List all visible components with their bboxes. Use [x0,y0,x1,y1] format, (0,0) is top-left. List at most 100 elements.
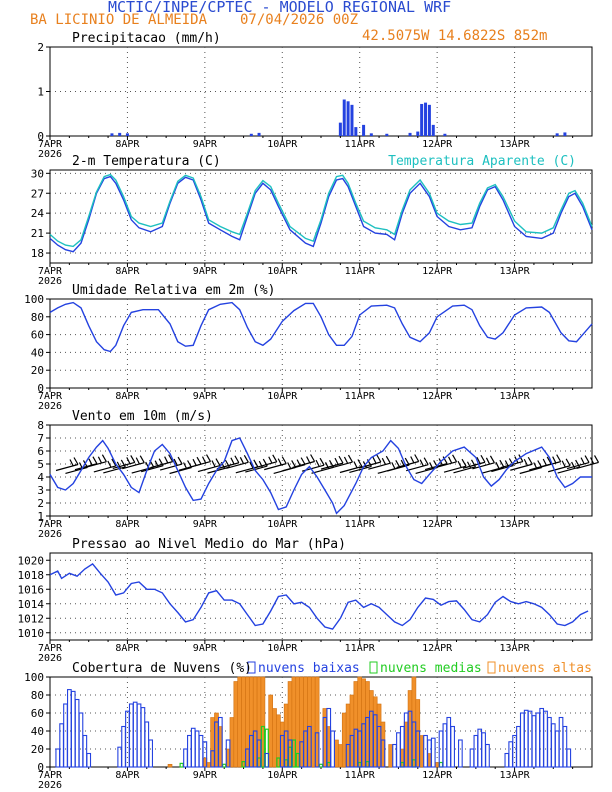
wind-barb [169,466,192,475]
x-tick-label: 9APR [193,643,218,654]
cloud-bar-low [148,739,154,768]
cloud-bar-low [458,739,463,768]
panel-wind [46,424,600,520]
wind-barb [84,461,107,469]
y-tick-label: 18 [31,247,44,260]
series-line-rh [49,301,593,353]
x-year-label: 2026 [38,276,62,287]
wind-barb [538,461,561,469]
wind-barb-flag [419,459,424,466]
wind-barb-flag [111,458,117,467]
x-tick-label: 12APR [422,519,453,530]
wind-barb-flag [561,460,566,468]
cloud-bar-low [380,739,386,768]
wind-barb-flag [499,459,505,468]
precip-bar [424,102,428,136]
x-tick-label: 7APR [38,643,63,654]
wind-barb-flag [135,457,140,464]
cloud-bar-low [531,715,537,768]
cloud-bar-low [415,730,421,768]
cloud-bar-low [128,703,134,768]
y-tick-label: 40 [31,725,44,738]
y-tick-label: 8 [37,419,44,432]
y-tick-label: 27 [31,187,44,200]
wind-barb-flag [385,455,391,464]
x-tick-label: 12APR [422,391,453,402]
cloud-bar-mid [222,763,227,768]
cloud-bar-low [78,712,84,768]
wind-barb-flag [461,458,467,467]
wind-barb-flag [552,456,557,463]
wind-barb-flag [130,455,136,463]
y-tick-label: 0 [37,130,44,143]
x-tick-label: 9APR [193,391,218,402]
wind-barb [472,462,495,470]
x-tick-label: 8APR [115,643,140,654]
y-tick-label: 80 [31,311,44,324]
header-location: BA LICINIO DE ALMEIDA [30,12,208,28]
wind-barb-flag [556,454,562,462]
wind-barb-flag [306,456,311,463]
x-year-label: 2026 [38,149,62,160]
x-tick-label: 12APR [422,770,453,781]
wind-barb [141,465,164,473]
cloud-legend-label: nuvens baixas [258,661,360,676]
y-tick-label: 1 [37,510,44,523]
panel-title-pres: Pressao ao Nivel Medio do Mar (hPa) [72,537,346,552]
wind-barb-flag [580,457,585,464]
wind-barb-flag [196,456,202,465]
wind-barb-flag [281,456,287,464]
wind-barb-flag [423,457,429,466]
precip-bar [110,133,114,136]
wind-barb [103,466,126,474]
cloud-bar-low [82,734,88,768]
wind-barb-flag [376,454,382,463]
cloud-bar-high [206,762,212,768]
wind-barb-flag [296,459,301,466]
y-tick-label: 60 [31,329,44,342]
precip-bar [338,122,342,136]
cloud-bar-high [338,744,343,768]
x-tick-label: 12APR [422,266,453,277]
precip-bar [362,124,366,136]
wind-barb-flag [277,458,282,465]
header-run: 07/04/2026 00Z [240,12,359,28]
wind-barb [358,461,382,469]
wind-barb [264,463,287,471]
cloud-bar-high [334,739,339,768]
cloud-bar-high [229,717,235,768]
cloud-bar-low [504,752,510,768]
y-tick-label: 20 [31,743,44,756]
precip-bar [416,131,420,136]
y-tick-label: 30 [31,167,44,180]
x-tick-label: 9APR [193,266,218,277]
x-tick-label: 7APR [38,391,63,402]
cloud-bar-low [473,734,479,768]
wind-barb [188,461,211,469]
y-tick-label: 1014 [18,598,45,611]
cloud-bar-low [125,710,130,768]
wind-barb-flag [73,457,79,465]
wind-barb [207,466,230,474]
wind-barb [93,465,117,473]
wind-barb-flag [381,457,386,465]
cloud-bar-low [264,752,270,768]
y-tick-label: 1012 [18,612,45,625]
wind-barb-flag [107,460,112,468]
wind-barb-flag [480,454,486,463]
wind-barb [396,460,419,469]
wind-barb-flag [249,461,254,469]
wind-barb-flag [452,454,458,463]
wind-barb [510,463,533,471]
wind-barb-flag [201,456,207,463]
cloud-bar-low [485,743,490,768]
cloud-bar-low [562,725,568,768]
cloud-bar-low [86,752,92,768]
cloud-bar-low [140,707,146,768]
y-tick-label: 60 [31,707,44,720]
cloud-bar-low [225,739,231,768]
cloud-bar-low [438,730,444,768]
wind-barb [216,462,240,470]
cloud-bar-high [434,762,440,768]
y-tick-label: 2 [37,41,44,54]
